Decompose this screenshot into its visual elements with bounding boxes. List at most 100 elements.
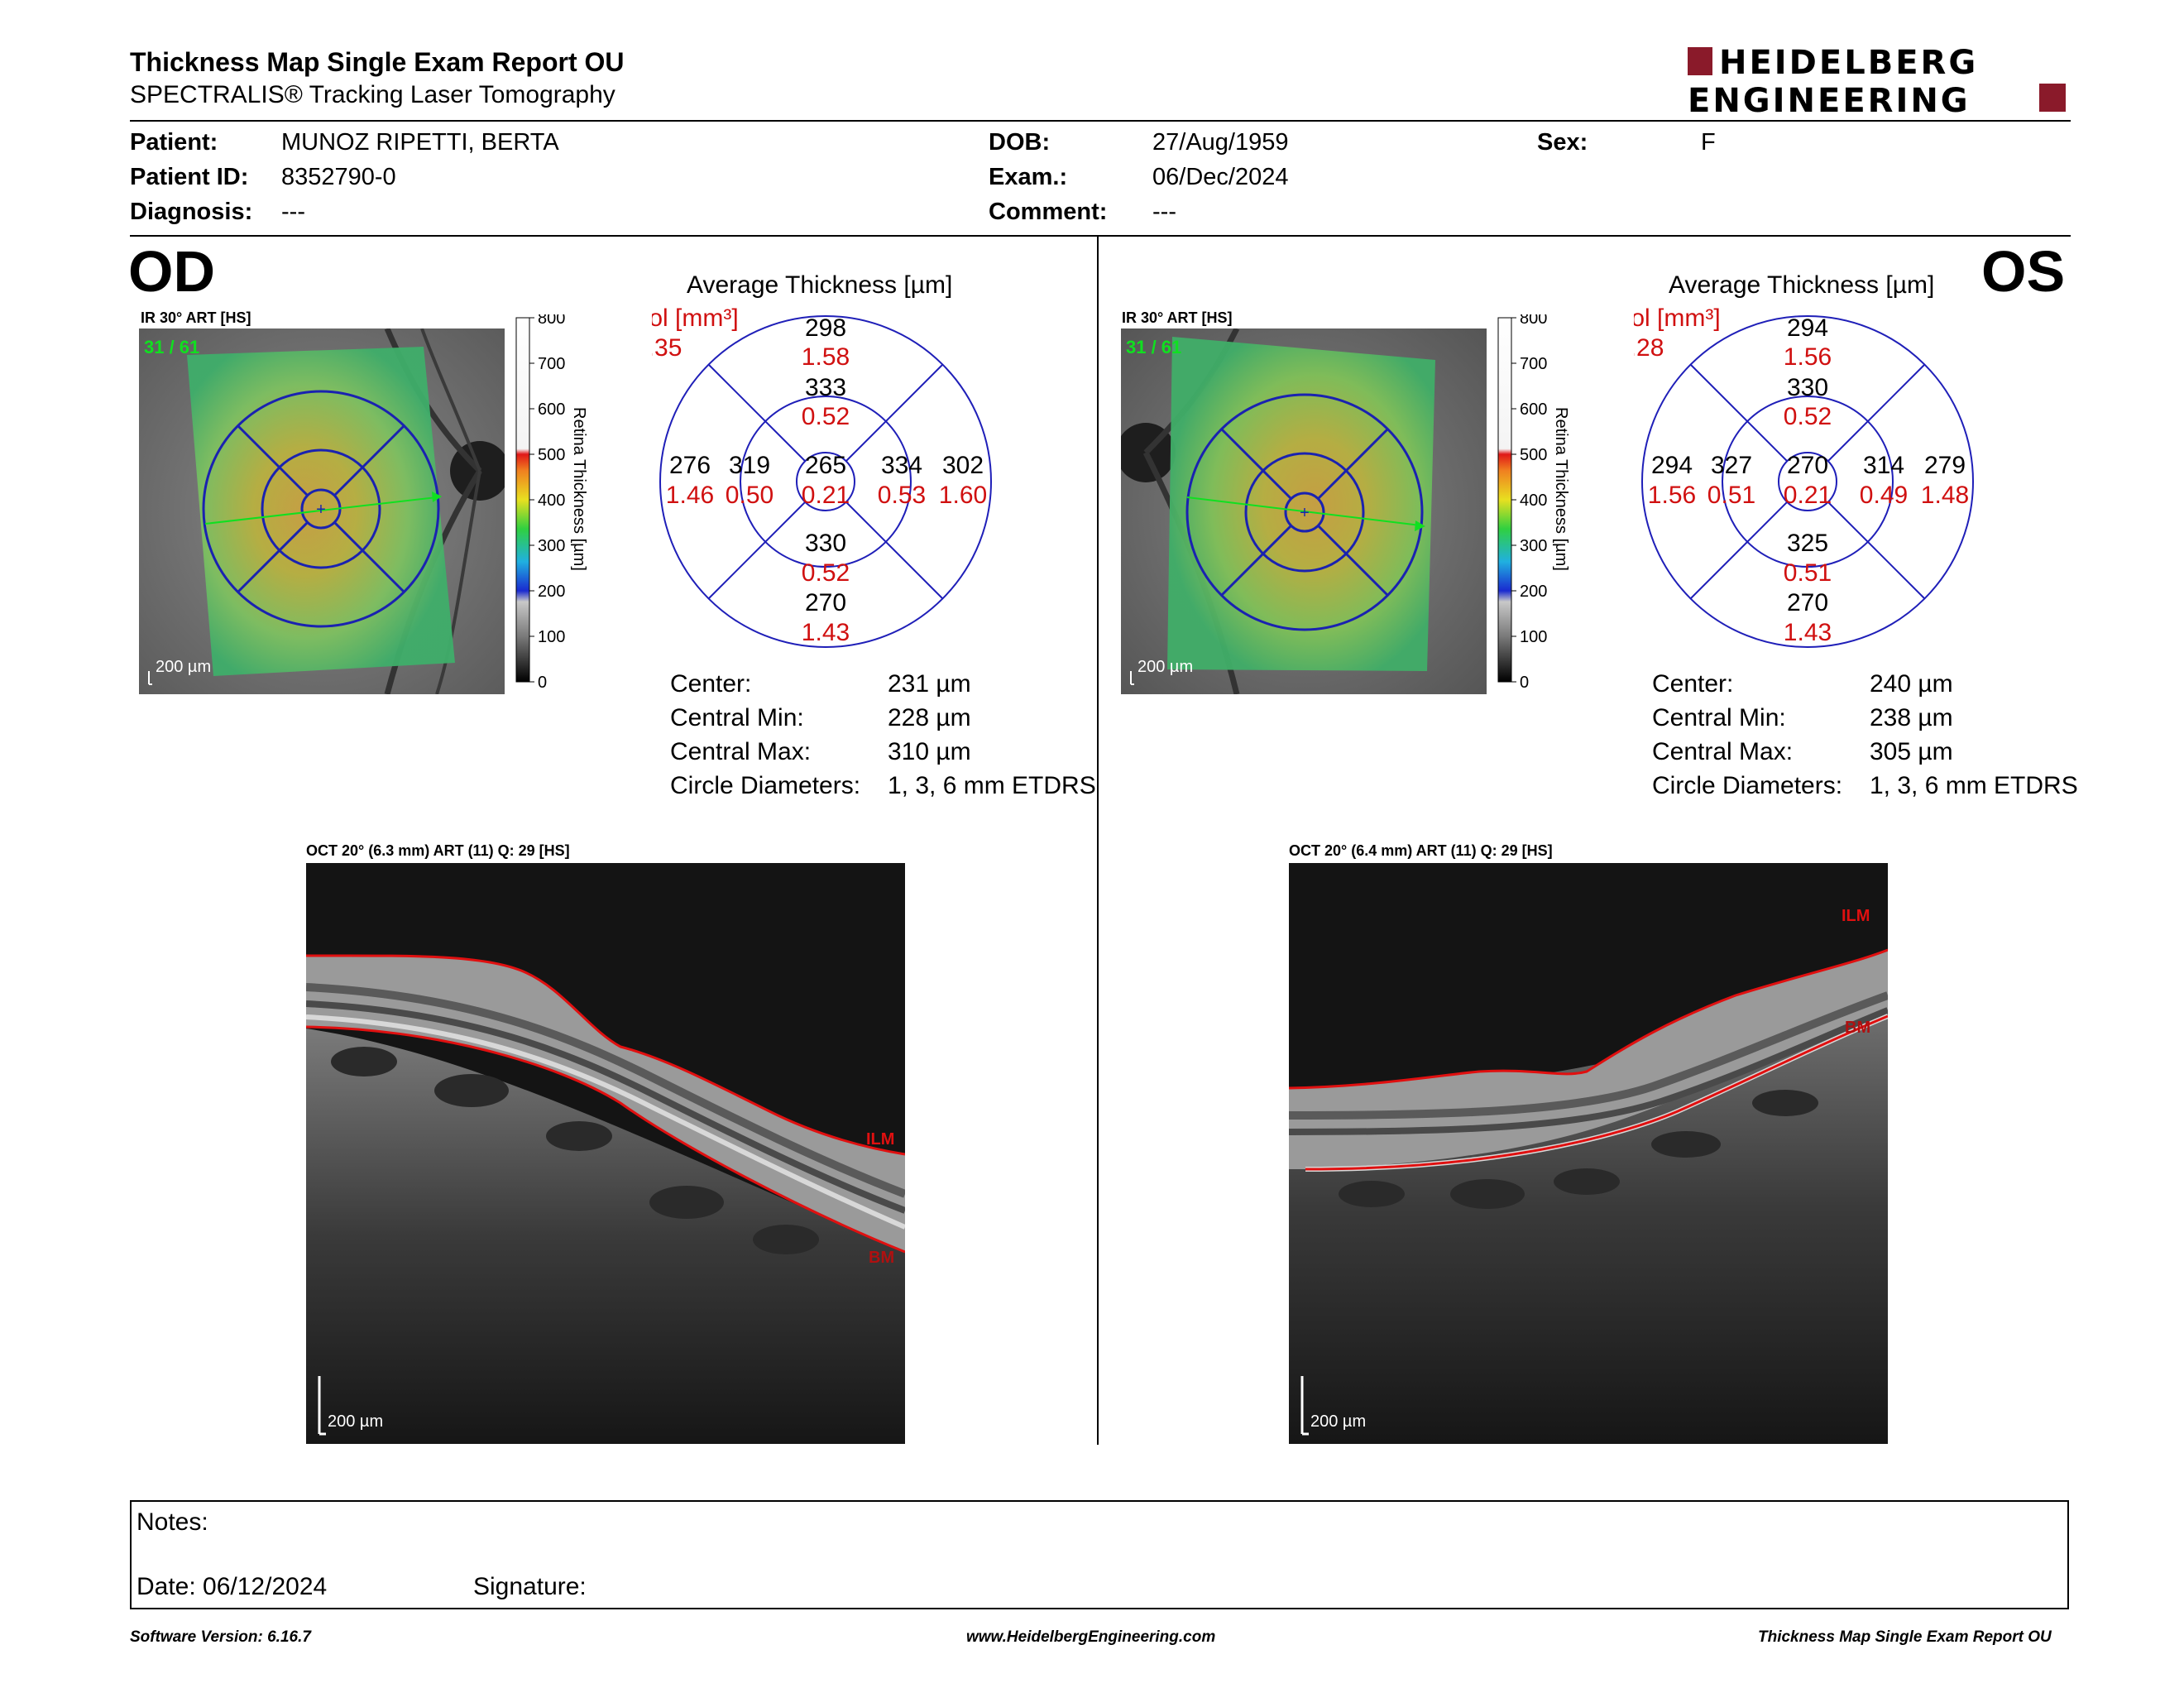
os-eye-label: OS <box>1981 239 2066 304</box>
od-inner-left-volume: 0.50 <box>726 482 774 509</box>
os-etdrs-grid: Vol [mm³] 8.28 294 1.56 330 0.52 294 1.5… <box>1616 305 1981 655</box>
os-bm-label: BM <box>1845 1019 1870 1037</box>
od-inner-inf-thickness: 330 <box>805 530 846 557</box>
cbar-label: Retina Thickness [µm] <box>570 407 588 571</box>
od-ir-caption: IR 30° ART [HS] <box>141 309 251 326</box>
os-ir-image: + 31 / 61 200 µm <box>1116 327 1487 695</box>
od-central-min-label: Central Min: <box>670 704 804 731</box>
software-version: Software Version: 6.16.7 <box>130 1628 311 1646</box>
cbar-tick: 800 <box>538 314 565 328</box>
od-central-max-value: 310 µm <box>888 738 971 765</box>
cbar-tick: 200 <box>1520 583 1547 601</box>
os-ir-caption: IR 30° ART [HS] <box>1122 309 1233 326</box>
od-outer-right-thickness: 302 <box>942 452 984 479</box>
dob-value: 27/Aug/1959 <box>1152 129 1289 156</box>
os-central-min-label: Central Min: <box>1652 704 1786 731</box>
comment-label: Comment: <box>989 199 1108 225</box>
notes-label: Notes: <box>136 1508 208 1536</box>
diagnosis-label: Diagnosis: <box>130 199 253 225</box>
od-outer-left-volume: 1.46 <box>666 482 714 509</box>
os-vol-total: 8.28 <box>1634 334 1664 362</box>
sex-value: F <box>1701 129 1716 156</box>
od-circle-diam-label: Circle Diameters: <box>670 772 861 799</box>
od-inner-right-volume: 0.53 <box>878 482 926 509</box>
os-inner-right-thickness: 314 <box>1863 452 1904 479</box>
report-title: Thickness Map Single Exam Report OU <box>130 47 625 77</box>
os-oct-scan: ILM BM 200 µm <box>1288 863 1889 1444</box>
cbar-tick: 500 <box>1520 446 1547 464</box>
os-inner-sup-thickness: 330 <box>1787 374 1828 401</box>
os-central-min-value: 238 µm <box>1870 704 1953 731</box>
cbar-tick: 700 <box>1520 355 1547 373</box>
od-center-label: Center: <box>670 670 752 698</box>
patient-divider <box>130 235 2071 237</box>
od-center-thickness: 265 <box>805 452 846 479</box>
patient-name: MUNOZ RIPETTI, BERTA <box>281 129 559 156</box>
dob-label: DOB: <box>989 129 1051 156</box>
os-center-volume: 0.21 <box>1784 482 1832 509</box>
os-colorbar: 800 700 600 500 400 300 200 100 0 Retina… <box>1487 309 1594 695</box>
os-ilm-label: ILM <box>1842 907 1870 925</box>
od-oct-scale: 200 µm <box>328 1412 383 1431</box>
od-ilm-label: ILM <box>866 1130 894 1149</box>
od-center-value: 231 µm <box>888 670 971 698</box>
os-center-label: Center: <box>1652 670 1734 698</box>
od-vol-total: 8.35 <box>652 334 682 362</box>
website-link[interactable]: www.HeidelbergEngineering.com <box>966 1628 1216 1646</box>
cbar-tick: 0 <box>538 674 547 692</box>
os-outer-left-volume: 1.56 <box>1648 482 1696 509</box>
os-inner-inf-volume: 0.51 <box>1784 559 1832 587</box>
footer-report-name: Thickness Map Single Exam Report OU <box>1758 1628 2052 1646</box>
od-outer-sup-volume: 1.58 <box>802 343 850 371</box>
cbar-tick: 300 <box>538 537 565 555</box>
os-outer-sup-volume: 1.56 <box>1784 343 1832 371</box>
os-oct-scale: 200 µm <box>1310 1412 1366 1431</box>
os-inner-right-volume: 0.49 <box>1860 482 1908 509</box>
os-ir-scale: 200 µm <box>1138 658 1193 676</box>
patient-id: 8352790-0 <box>281 164 396 190</box>
cbar-tick: 100 <box>538 628 565 646</box>
od-outer-sup-thickness: 298 <box>805 314 846 342</box>
exam-label: Exam.: <box>989 164 1068 190</box>
od-ir-image: + 31 / 61 200 µm <box>139 327 510 695</box>
od-inner-sup-thickness: 333 <box>805 374 846 401</box>
os-outer-sup-thickness: 294 <box>1787 314 1828 342</box>
os-oct-caption: OCT 20° (6.4 mm) ART (11) Q: 29 [HS] <box>1289 842 1553 859</box>
eye-divider <box>1097 237 1099 1445</box>
logo-line2: ENGINEERING <box>1688 82 1971 117</box>
cbar-tick: 200 <box>538 583 565 601</box>
os-center-value: 240 µm <box>1870 670 1953 698</box>
cbar-tick: 600 <box>1520 400 1547 419</box>
exam-value: 06/Dec/2024 <box>1152 164 1289 190</box>
svg-text:+: + <box>1300 504 1310 522</box>
patient-label: Patient: <box>130 129 218 156</box>
od-avg-title: Average Thickness [µm] <box>687 271 953 299</box>
od-central-max-label: Central Max: <box>670 738 812 765</box>
comment-value: --- <box>1152 199 1176 225</box>
od-inner-sup-volume: 0.52 <box>802 403 850 430</box>
report-subtitle: SPECTRALIS® Tracking Laser Tomography <box>130 81 615 108</box>
cbar-label: Retina Thickness [µm] <box>1552 407 1570 571</box>
od-oct-scan: ILM BM 200 µm <box>305 863 907 1444</box>
od-bm-label: BM <box>869 1249 894 1267</box>
od-eye-label: OD <box>128 239 215 304</box>
od-center-volume: 0.21 <box>802 482 850 509</box>
od-ir-scale: 200 µm <box>156 658 211 676</box>
header-divider <box>130 120 2071 122</box>
od-central-min-value: 228 µm <box>888 704 971 731</box>
os-center-thickness: 270 <box>1787 452 1828 479</box>
os-avg-title: Average Thickness [µm] <box>1669 271 1935 299</box>
od-outer-right-volume: 1.60 <box>939 482 987 509</box>
od-etdrs-grid: Vol [mm³] 8.35 298 1.58 333 0.52 276 1.4… <box>634 305 999 655</box>
diagnosis-value: --- <box>281 199 305 225</box>
cbar-tick: 600 <box>538 400 565 419</box>
od-vol-label: Vol [mm³] <box>652 308 739 332</box>
os-outer-left-thickness: 294 <box>1651 452 1693 479</box>
os-ir-counter: 31 / 61 <box>1126 337 1181 357</box>
notes-box[interactable]: Notes: Date: 06/12/2024 Signature: <box>130 1500 2069 1609</box>
od-ir-counter: 31 / 61 <box>144 337 199 357</box>
cbar-tick: 500 <box>538 446 565 464</box>
cbar-tick: 400 <box>538 492 565 510</box>
od-circle-diam-value: 1, 3, 6 mm ETDRS <box>888 772 1096 799</box>
od-oct-caption: OCT 20° (6.3 mm) ART (11) Q: 29 [HS] <box>306 842 570 859</box>
